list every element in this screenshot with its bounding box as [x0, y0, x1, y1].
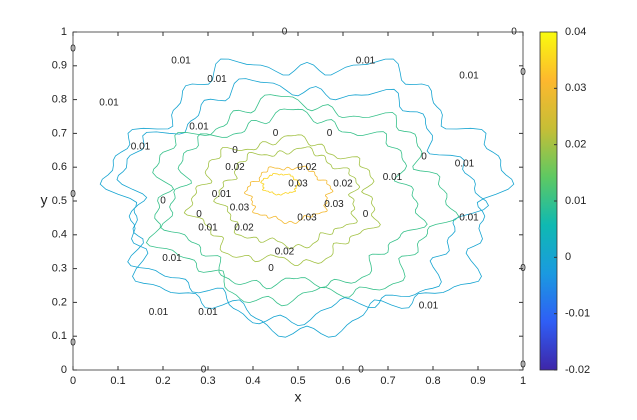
contour-label: 0.02	[275, 246, 295, 257]
contour-line	[260, 172, 301, 196]
x-tick-label: 1	[520, 375, 526, 387]
contour-label: 0.02	[297, 162, 317, 173]
colorbar-tick-label: 0.02	[565, 139, 586, 151]
y-tick-label: 0	[61, 364, 67, 376]
contour-line	[99, 58, 515, 338]
x-tick-label: 0.9	[470, 375, 485, 387]
x-tick-label: 0.4	[245, 375, 260, 387]
contour-label: 0.01	[171, 55, 191, 66]
contour-line	[183, 134, 381, 266]
x-tick-label: 0.2	[155, 375, 170, 387]
contour-label: 0	[421, 152, 427, 163]
contour-label: 0.01	[459, 71, 479, 82]
contour-line	[116, 78, 490, 327]
contour-label: 0.03	[297, 213, 317, 224]
contour-label: 0.03	[230, 202, 250, 213]
x-tick-label: 0	[70, 375, 76, 387]
colorbar-tick-label: -0.02	[565, 364, 590, 376]
y-tick-label: 0.6	[52, 161, 67, 173]
contour-label: 0.01	[212, 189, 232, 200]
contour-label: 0	[196, 209, 202, 220]
contour-label: 0.01	[459, 213, 479, 224]
x-tick-label: 0.3	[200, 375, 215, 387]
y-tick-label: 0.2	[52, 296, 67, 308]
contour-label: 0.03	[324, 199, 344, 210]
contour-label: 0.01	[356, 55, 376, 66]
y-tick-label: 0.7	[52, 127, 67, 139]
x-axis-label: x	[295, 389, 302, 405]
contour-label: 0.01	[198, 307, 218, 318]
contour-label: 0.02	[234, 223, 254, 234]
contour-label: 0.02	[333, 179, 353, 190]
contour-label: 0	[268, 263, 274, 274]
colorbar-tick-label: -0.01	[565, 308, 590, 320]
contour-label: 0.01	[99, 98, 119, 109]
contour-line	[213, 146, 361, 250]
colorbar-tick-label: 0.03	[565, 82, 586, 94]
x-tick-label: 0.7	[380, 375, 395, 387]
contour-label: 0.02	[225, 162, 245, 173]
contour-label: 0.01	[383, 172, 403, 183]
contour-label: 0	[232, 145, 238, 156]
contour-line	[244, 165, 334, 224]
plot-area	[73, 32, 523, 370]
contour-line	[160, 108, 428, 290]
contour-label: 0	[363, 209, 369, 220]
contour-label: 0	[327, 128, 333, 139]
x-tick-label: 0.1	[110, 375, 125, 387]
contour-label: 0.03	[288, 179, 308, 190]
y-tick-label: 0.1	[52, 330, 67, 342]
x-tick-label: 0.8	[425, 375, 440, 387]
x-tick-label: 0.5	[290, 375, 305, 387]
contour-label: 0.01	[198, 223, 218, 234]
contour-label: 0	[273, 128, 279, 139]
colorbar-tick-label: 0.04	[565, 26, 586, 38]
contour-label: 0	[160, 196, 166, 207]
contour-label: 0.01	[162, 253, 182, 264]
y-tick-label: 0.3	[52, 263, 67, 275]
y-tick-label: 0.5	[52, 195, 67, 207]
contour-label: 0.01	[207, 74, 227, 85]
contour-label: 0.01	[455, 158, 475, 169]
contour-label: 0.01	[189, 121, 209, 132]
contour-label: 0.01	[149, 307, 169, 318]
colorbar-tick-label: 0	[565, 251, 571, 263]
contour-label: 0.01	[131, 142, 151, 153]
colorbar-tick-label: 0.01	[565, 195, 586, 207]
y-tick-label: 0.4	[52, 229, 67, 241]
y-tick-label: 0.9	[52, 60, 67, 72]
contour-line	[145, 94, 460, 307]
y-tick-label: 1	[61, 26, 67, 38]
x-tick-label: 0.6	[335, 375, 350, 387]
y-axis-label: y	[41, 192, 48, 208]
y-tick-label: 0.8	[52, 94, 67, 106]
contour-label: 0.01	[419, 300, 439, 311]
